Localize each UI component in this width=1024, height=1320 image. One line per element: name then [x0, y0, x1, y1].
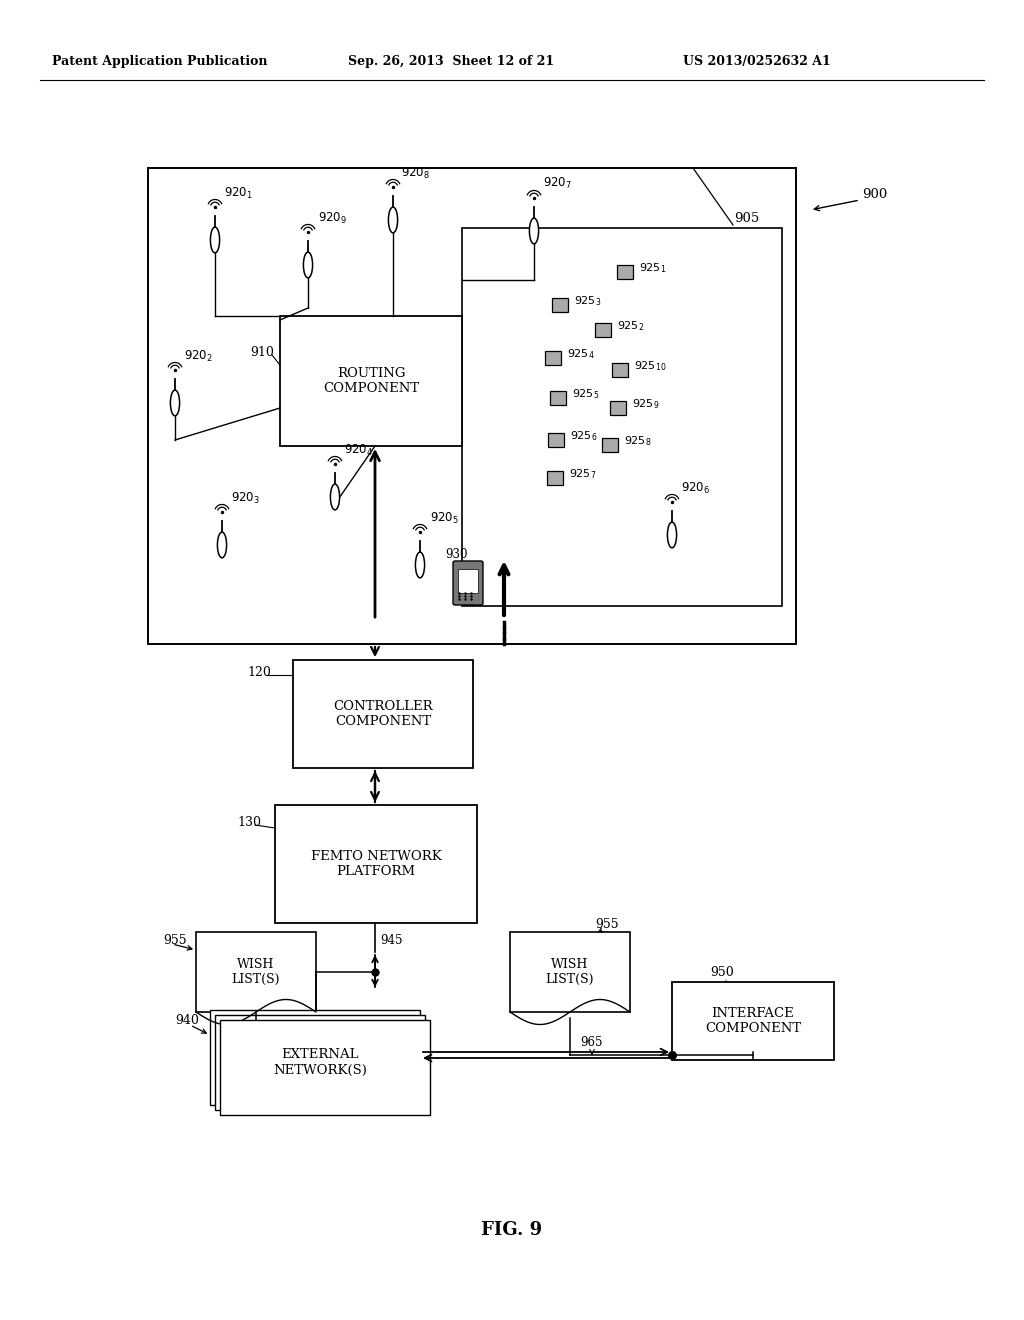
Text: $920_1$: $920_1$	[224, 185, 253, 201]
Text: 905: 905	[734, 211, 759, 224]
Ellipse shape	[331, 484, 340, 510]
FancyBboxPatch shape	[215, 1015, 425, 1110]
Text: 910: 910	[250, 346, 273, 359]
Text: 120: 120	[247, 665, 271, 678]
FancyBboxPatch shape	[210, 1010, 420, 1105]
FancyBboxPatch shape	[275, 805, 477, 923]
Text: INTERFACE
COMPONENT: INTERFACE COMPONENT	[705, 1007, 801, 1035]
Ellipse shape	[668, 523, 677, 548]
Text: $920_7$: $920_7$	[543, 176, 571, 190]
FancyBboxPatch shape	[148, 168, 796, 644]
Text: ROUTING
COMPONENT: ROUTING COMPONENT	[323, 367, 419, 395]
FancyBboxPatch shape	[220, 1020, 430, 1115]
Ellipse shape	[416, 552, 425, 578]
FancyBboxPatch shape	[510, 932, 630, 1012]
Text: $920_4$: $920_4$	[344, 442, 373, 458]
Text: $920_8$: $920_8$	[401, 165, 430, 181]
FancyBboxPatch shape	[612, 363, 628, 376]
Text: $920_9$: $920_9$	[318, 210, 347, 226]
Text: US 2013/0252632 A1: US 2013/0252632 A1	[683, 55, 830, 69]
Text: $925_8$: $925_8$	[624, 434, 651, 447]
Text: $925_4$: $925_4$	[567, 347, 595, 360]
Text: 900: 900	[862, 187, 887, 201]
Text: $925_9$: $925_9$	[632, 397, 659, 411]
FancyBboxPatch shape	[549, 433, 563, 446]
FancyBboxPatch shape	[595, 323, 610, 337]
FancyBboxPatch shape	[453, 561, 483, 605]
Text: $920_6$: $920_6$	[681, 480, 710, 495]
Text: $920_3$: $920_3$	[231, 491, 260, 506]
Text: 130: 130	[237, 816, 261, 829]
Ellipse shape	[210, 227, 219, 253]
FancyBboxPatch shape	[546, 351, 560, 364]
Ellipse shape	[217, 532, 226, 558]
Text: $920_2$: $920_2$	[184, 348, 213, 363]
Text: 945: 945	[380, 933, 402, 946]
FancyBboxPatch shape	[293, 660, 473, 768]
Text: Sep. 26, 2013  Sheet 12 of 21: Sep. 26, 2013 Sheet 12 of 21	[348, 55, 554, 69]
Text: 930: 930	[445, 549, 468, 561]
Text: $925_7$: $925_7$	[569, 467, 596, 480]
Text: FEMTO NETWORK
PLATFORM: FEMTO NETWORK PLATFORM	[310, 850, 441, 878]
Text: 950: 950	[710, 965, 734, 978]
Text: WISH
LIST(S): WISH LIST(S)	[231, 958, 281, 986]
FancyBboxPatch shape	[196, 932, 316, 1012]
Text: $925_1$: $925_1$	[639, 261, 667, 275]
Text: $925_6$: $925_6$	[570, 429, 597, 444]
Text: $925_3$: $925_3$	[574, 294, 601, 308]
FancyBboxPatch shape	[462, 228, 782, 606]
FancyBboxPatch shape	[552, 298, 567, 312]
Text: $925_5$: $925_5$	[572, 387, 599, 401]
FancyBboxPatch shape	[548, 471, 562, 484]
Text: 955: 955	[595, 917, 618, 931]
Text: 955: 955	[163, 933, 186, 946]
Text: $925_2$: $925_2$	[617, 319, 644, 333]
FancyBboxPatch shape	[672, 982, 834, 1060]
Ellipse shape	[170, 391, 179, 416]
FancyBboxPatch shape	[458, 569, 478, 593]
Text: EXTERNAL
NETWORK(S): EXTERNAL NETWORK(S)	[273, 1048, 367, 1077]
Ellipse shape	[388, 207, 397, 232]
FancyBboxPatch shape	[551, 391, 565, 405]
FancyBboxPatch shape	[602, 438, 617, 451]
FancyBboxPatch shape	[280, 315, 462, 446]
Text: Patent Application Publication: Patent Application Publication	[52, 55, 267, 69]
Text: CONTROLLER
COMPONENT: CONTROLLER COMPONENT	[333, 700, 433, 729]
Ellipse shape	[303, 252, 312, 277]
Text: 965: 965	[580, 1035, 602, 1048]
Text: $920_5$: $920_5$	[430, 511, 459, 525]
Text: FIG. 9: FIG. 9	[481, 1221, 543, 1239]
Text: WISH
LIST(S): WISH LIST(S)	[546, 958, 594, 986]
FancyBboxPatch shape	[610, 401, 626, 414]
Text: 940: 940	[175, 1014, 199, 1027]
FancyBboxPatch shape	[617, 265, 633, 279]
Ellipse shape	[529, 218, 539, 244]
Text: $925_{10}$: $925_{10}$	[634, 359, 667, 372]
